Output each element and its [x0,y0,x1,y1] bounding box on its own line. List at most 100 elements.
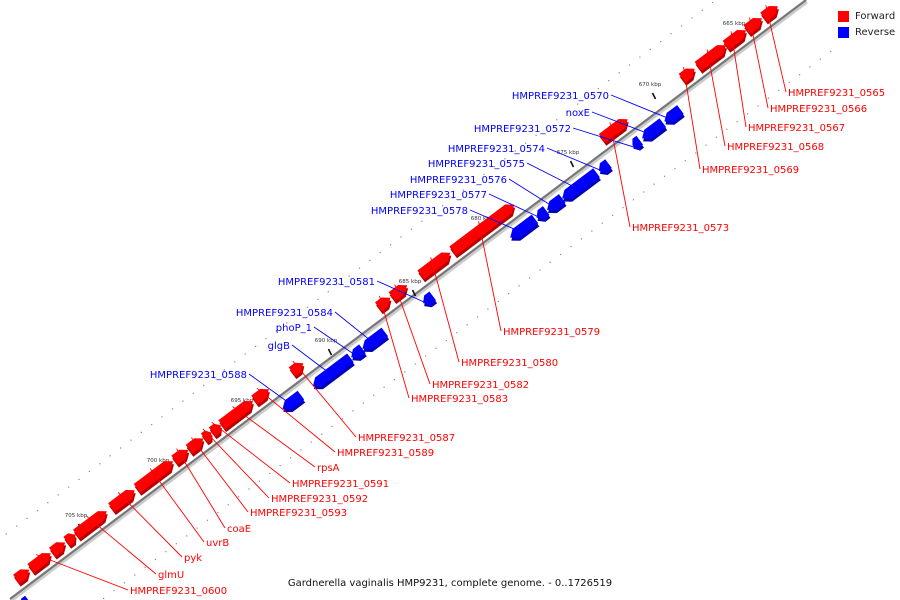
gene-leader-line [478,221,502,332]
gene-arrow-body [171,449,189,465]
gene-glgb[interactable] [312,353,355,390]
gene-hmpref9231-0568[interactable] [694,45,727,74]
gene-arrow-body [562,168,600,199]
gene-leader-line [508,178,560,211]
gene-hmpref9231-0577[interactable] [536,206,551,222]
gene-leader-line [35,554,129,591]
guide-dot [425,355,427,357]
gene-hmpref9231-0579[interactable] [449,204,516,259]
gene-label: HMPREF9231_0587 [358,433,455,444]
gene-hmpref9231-0570[interactable] [664,105,685,125]
legend: Forward Reverse [838,9,895,41]
guide-dot [830,50,832,52]
gene-coae[interactable] [171,449,190,468]
gene-arrow[interactable] [49,542,67,560]
guide-dot [227,504,229,506]
gene-arrow-body [510,214,539,238]
guide-dot [545,126,547,129]
guide-dot [140,431,142,433]
gene-arrow-body [664,105,684,122]
guide-dot [462,189,464,191]
gene-label: HMPREF9231_0582 [432,380,529,391]
guide-dot [348,275,350,277]
gene-hmpref9231-0581[interactable] [423,291,438,308]
gene-arrow-body [108,490,135,512]
gene-label: HMPREF9231_0577 [390,190,487,201]
gene-label: HMPREF9231_0575 [428,159,525,170]
kbp-tick-label: 675 kbp [557,150,580,156]
guide-dot [103,597,105,600]
guide-dot [431,212,433,215]
guide-dot [556,119,558,121]
guide-dot [321,433,323,435]
gene-leader-line [202,428,270,499]
gene-hmpref9231-0584[interactable] [362,327,390,352]
gene-hmpref9231-0588[interactable] [282,390,306,413]
legend-label-forward: Forward [855,10,896,22]
guide-dot [68,486,70,488]
gene-arrow[interactable] [13,569,31,587]
guide-dot [653,183,655,185]
guide-dot [317,298,319,301]
guide-dot [400,236,402,238]
kbp-tick: 670 kbp [639,82,662,100]
gene-arrow[interactable] [63,533,77,549]
gene-hmpref9231-0565[interactable] [760,6,779,25]
gene-label: HMPREF9231_0589 [337,448,434,459]
gene-hmpref9231-0587[interactable] [288,362,305,380]
gene-hmpref9231-0566[interactable] [743,18,763,37]
gene-arrow-body [536,206,550,219]
gene-hmpref9231-0580[interactable] [417,252,452,283]
gene-rpsa[interactable] [218,401,254,433]
backbone-shadow [10,0,808,600]
gene-hmpref9231-0575[interactable] [562,168,601,202]
guide-dot [404,371,406,373]
gene-hmpref9231-0593[interactable] [185,438,205,457]
guide-dot [684,160,686,162]
gene-hmpref9231-0567[interactable] [722,30,747,53]
guide-dot [649,48,651,50]
guide-dot [473,181,475,183]
gene-hmpref9231-0578[interactable] [510,214,540,241]
gene-uvrb[interactable] [133,461,174,496]
guide-dot [296,314,298,316]
guide-dot [539,269,541,271]
gene-label: HMPREF9231_0592 [271,494,368,505]
gene-leader-line [765,5,787,93]
gene-hmpref9231-0569[interactable] [678,68,696,86]
guide-dot [410,228,412,230]
gene-pyk[interactable] [108,490,136,515]
kbp-tick-label: 670 kbp [639,82,662,88]
kbp-tick-label: 665 kbp [723,21,746,27]
kbp-tick-mark [327,348,333,356]
guide-dot [809,66,811,68]
legend-item-reverse: Reverse [838,25,895,39]
guide-dot [632,199,634,201]
gene-label: rpsA [317,463,340,474]
guide-dot [248,488,250,490]
guide-dots-lower [5,1,714,535]
gene-label: HMPREF9231_0591 [292,479,389,490]
guide-dot [26,517,28,519]
gene-arrow-body [251,389,269,405]
legend-label-reverse: Reverse [855,26,896,38]
guide-dot [819,58,821,60]
kbp-tick-label: 695 kbp [231,398,254,404]
gene-arrow[interactable] [21,595,33,600]
gene-label: HMPREF9231_0600 [130,586,227,597]
gene-leader-line [488,193,547,221]
guide-dot [234,361,236,363]
gene-hmpref9231-0589[interactable] [251,389,270,408]
gene-arrow-body [13,569,30,584]
guide-dot [476,316,479,318]
legend-item-forward: Forward [838,9,895,23]
gene-leader-line [176,448,226,529]
gene-hmpref9231-0573[interactable] [598,119,629,146]
gene-leader-line [149,468,205,543]
guide-dot [518,285,520,287]
gene-glmu[interactable] [73,511,108,542]
gene-hmpref9231-0583[interactable] [375,297,392,315]
guide-dot [497,300,499,302]
guide-dot [290,457,292,459]
kbp-tick-mark [651,92,657,100]
